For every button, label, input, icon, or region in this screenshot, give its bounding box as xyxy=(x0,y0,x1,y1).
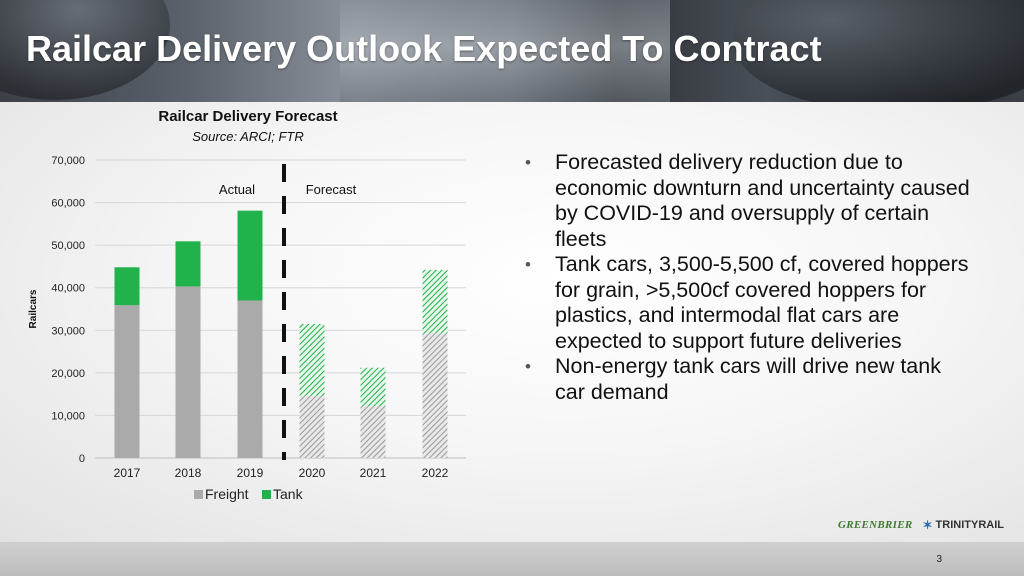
x-tick-label: 2021 xyxy=(360,466,387,480)
bar-freight-2017 xyxy=(114,305,140,458)
bullet-marker: • xyxy=(525,255,531,274)
y-tick-label: 60,000 xyxy=(51,198,85,210)
bar-tank-2017 xyxy=(114,267,140,306)
bar-freight-2021 xyxy=(360,406,386,458)
bar-freight-2019 xyxy=(237,300,263,458)
bar-tank-2020 xyxy=(299,323,325,396)
trinityrail-logo: ✶ TRINITYRAIL xyxy=(922,518,1004,532)
bullet-marker: • xyxy=(525,153,531,172)
chart-title: Railcar Delivery Forecast xyxy=(158,108,338,125)
y-tick-label: 10,000 xyxy=(51,410,85,422)
bullet-item: • Forecasted delivery reduction due to ec… xyxy=(525,150,970,251)
bullet-item: • Tank cars, 3,500-5,500 cf, covered hopp… xyxy=(525,252,969,353)
bar-tank-2018 xyxy=(175,241,201,287)
legend-swatch-tank xyxy=(262,490,271,499)
y-tick-label: 70,000 xyxy=(51,155,85,167)
legend-swatch-freight xyxy=(194,490,203,499)
bar-freight-2020 xyxy=(299,395,325,458)
y-tick-label: 30,000 xyxy=(51,325,85,337)
y-tick-label: 20,000 xyxy=(51,368,85,380)
railcar-photo-right xyxy=(734,0,1024,102)
bar-freight-2022 xyxy=(422,333,448,458)
legend-label-freight: Freight xyxy=(205,486,249,502)
logo-bar: GREENBRIER ✶ TRINITYRAIL xyxy=(838,518,1004,532)
y-tick-label: 50,000 xyxy=(51,240,85,252)
bar-freight-2018 xyxy=(175,286,201,458)
bullet-item: • Non-energy tank cars will drive new tan… xyxy=(525,354,941,404)
bullet-list: • Forecasted delivery reduction due to ec… xyxy=(522,150,972,405)
chart-source: Source: ARCI; FTR xyxy=(192,129,304,144)
annotation-actual: Actual xyxy=(219,182,255,197)
bullet-marker: • xyxy=(525,357,531,376)
trinity-mark-icon: ✶ xyxy=(922,518,933,532)
slide-title: Railcar Delivery Outlook Expected To Con… xyxy=(26,28,822,69)
y-tick-label: 0 xyxy=(79,453,85,465)
footer-bar: 3 xyxy=(0,542,1024,576)
railcar-photo-center xyxy=(340,0,670,102)
x-tick-label: 2022 xyxy=(422,466,449,480)
page-number: 3 xyxy=(936,554,942,565)
legend-label-tank: Tank xyxy=(273,486,304,502)
y-tick-label: 40,000 xyxy=(51,283,85,295)
header-banner xyxy=(0,0,1024,102)
railcar-delivery-chart: 0 10,000 20,000 30,000 40,000 50,000 60,000 70,… xyxy=(28,155,466,502)
greenbrier-logo: GREENBRIER xyxy=(837,519,913,531)
slide-content xyxy=(0,102,1024,542)
bar-tank-2022 xyxy=(422,269,448,334)
x-tick-label: 2018 xyxy=(175,466,202,480)
y-axis-label: Railcars xyxy=(28,289,39,328)
x-tick-label: 2020 xyxy=(299,466,326,480)
bar-tank-2021 xyxy=(360,367,386,407)
annotation-forecast: Forecast xyxy=(306,182,357,197)
x-tick-label: 2017 xyxy=(114,466,141,480)
bar-tank-2019 xyxy=(237,210,263,301)
x-tick-label: 2019 xyxy=(237,466,264,480)
